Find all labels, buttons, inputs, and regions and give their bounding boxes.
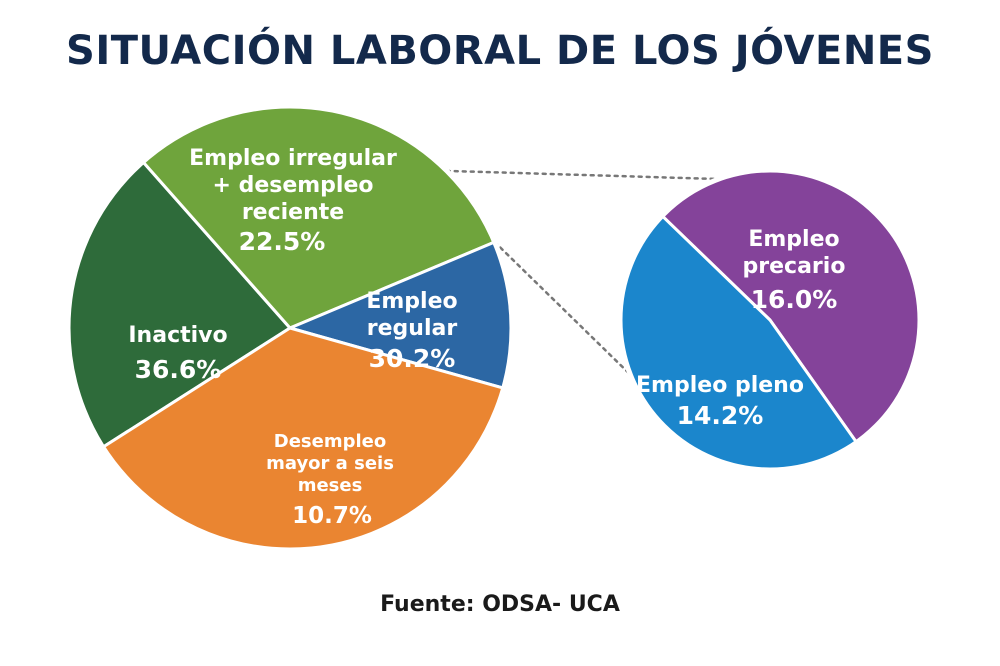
chart-source: Fuente: ODSA- UCA bbox=[380, 592, 620, 617]
slice-label-empleo-irregular-desempleo-reciente: + desempleo bbox=[212, 173, 373, 198]
connector-line-bottom bbox=[493, 240, 720, 463]
pie-border bbox=[65, 103, 515, 553]
slice-label-desempleo-mayor-a-seis-meses: mayor a seis bbox=[266, 453, 394, 474]
slice-label-empleo-precario: Empleo bbox=[748, 227, 839, 252]
slice-value-empleo-irregular-desempleo-reciente: 22.5% bbox=[239, 227, 326, 256]
slice-label-empleo-irregular-desempleo-reciente: reciente bbox=[242, 200, 344, 225]
slice-value-empleo-pleno: 14.2% bbox=[677, 401, 764, 430]
slice-label-empleo-pleno: Empleo pleno bbox=[636, 373, 804, 398]
slice-value-desempleo-mayor-a-seis-meses: 10.7% bbox=[292, 503, 372, 529]
slice-label-desempleo-mayor-a-seis-meses: meses bbox=[298, 475, 363, 496]
slice-label-empleo-precario: precario bbox=[743, 254, 846, 279]
slice-value-empleo-regular: 30.2% bbox=[369, 344, 456, 373]
slice-label-empleo-irregular-desempleo-reciente: Empleo irregular bbox=[189, 146, 397, 171]
slice-value-inactivo: 36.6% bbox=[135, 355, 222, 384]
slice-label-empleo-regular: Empleo bbox=[366, 289, 457, 314]
slice-label-empleo-regular: regular bbox=[367, 316, 458, 341]
slice-label-inactivo: Inactivo bbox=[128, 323, 227, 348]
main-pie: Empleo irregular+ desempleoreciente22.5%… bbox=[65, 103, 515, 553]
slice-value-empleo-precario: 16.0% bbox=[751, 285, 838, 314]
pie-border bbox=[617, 167, 923, 473]
slice-label-desempleo-mayor-a-seis-meses: Desempleo bbox=[274, 431, 386, 452]
chart-title: SITUACIÓN LABORAL DE LOS JÓVENES bbox=[66, 28, 934, 74]
